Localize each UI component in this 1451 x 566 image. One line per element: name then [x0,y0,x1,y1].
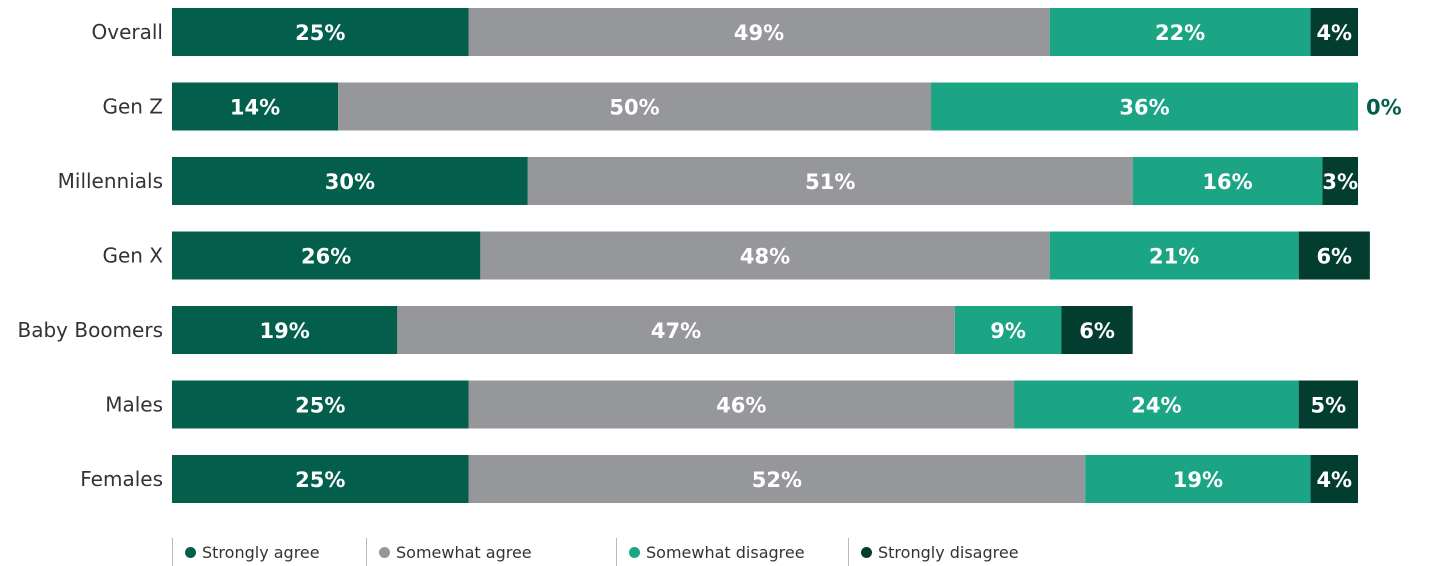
legend-dot-icon [861,547,872,558]
bar-row-millennials: Millennials 30% 51% 16% 3% [58,157,1358,205]
bar-row-females: Females 25% 52% 19% 4% [80,455,1358,503]
category-label: Baby Boomers [18,318,164,342]
data-label: 22% [1155,21,1205,45]
stacked-bar-chart: Overall 25% 49% 22% 4% Gen Z 14% 50% 36% 0% Millen… [0,0,1451,530]
data-label: 49% [734,21,784,45]
category-label: Females [80,467,163,491]
category-label: Millennials [58,169,163,193]
data-label: 5% [1311,394,1347,418]
data-label: 19% [1173,468,1223,492]
data-label: 21% [1149,245,1199,269]
data-label: 19% [260,319,310,343]
data-label: 36% [1119,96,1169,120]
legend-label: Somewhat disagree [646,543,805,562]
data-label: 24% [1131,394,1181,418]
bar-row-gen-x: Gen X 26% 48% 21% 6% [102,232,1369,280]
data-label: 16% [1202,170,1252,194]
legend-dot-icon [629,547,640,558]
legend-label: Somewhat agree [396,543,532,562]
legend-item-somewhat-agree: Somewhat agree [366,538,532,566]
legend-item-strongly-agree: Strongly agree [172,538,320,566]
data-label: 4% [1316,468,1352,492]
legend-label: Strongly disagree [878,543,1019,562]
bar-row-males: Males 25% 46% 24% 5% [105,381,1358,429]
data-label: 52% [752,468,802,492]
category-label: Overall [92,20,163,44]
data-label: 14% [230,96,280,120]
data-label: 4% [1316,21,1352,45]
data-label: 9% [990,319,1026,343]
legend-label: Strongly agree [202,543,320,562]
data-label: 48% [740,245,790,269]
category-label: Males [105,393,163,417]
data-label: 6% [1079,319,1115,343]
legend-item-strongly-disagree: Strongly disagree [848,538,1019,566]
bar-row-overall: Overall 25% 49% 22% 4% [92,8,1358,56]
data-label: 30% [325,170,375,194]
legend-dot-icon [185,547,196,558]
legend-item-somewhat-disagree: Somewhat disagree [616,538,805,566]
bar-row-gen-z: Gen Z 14% 50% 36% 0% [102,83,1401,131]
data-label: 26% [301,245,351,269]
legend-dot-icon [379,547,390,558]
data-label: 0% [1366,96,1402,120]
data-label: 46% [716,394,766,418]
bar-row-baby-boomers: Baby Boomers 19% 47% 9% 6% [18,306,1133,354]
data-label: 51% [805,170,855,194]
category-label: Gen X [102,244,163,268]
data-label: 25% [295,468,345,492]
data-label: 25% [295,394,345,418]
data-label: 3% [1322,170,1358,194]
data-label: 6% [1316,245,1352,269]
data-label: 47% [651,319,701,343]
data-label: 25% [295,21,345,45]
category-label: Gen Z [102,95,163,119]
data-label: 50% [609,96,659,120]
legend: Strongly agree Somewhat agree Somewhat dis… [172,538,1072,566]
